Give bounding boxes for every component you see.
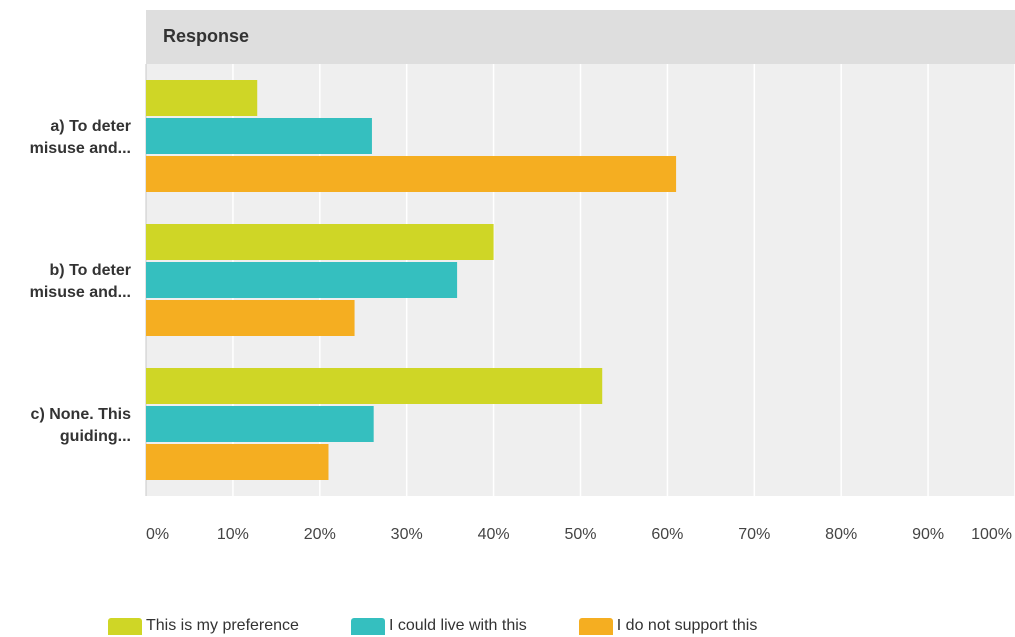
title-band [146, 10, 1015, 64]
category-label: c) None. This [31, 406, 132, 423]
bar [146, 368, 603, 404]
bar [146, 80, 258, 116]
legend-item-preference: This is my preference [108, 617, 299, 635]
bar-chart-svg: Response a) To deter misuse and... b) To de… [30, 10, 1015, 543]
category-label: b) To deter [50, 262, 131, 279]
x-tick-label: 50% [564, 526, 596, 543]
x-tick-label: 30% [391, 526, 423, 543]
x-tick-label: 20% [304, 526, 336, 543]
bar [146, 262, 458, 298]
bar [146, 406, 374, 442]
legend-item-live-with: I could live with this [350, 617, 527, 635]
bar [146, 224, 494, 260]
legend-label-live-with: I could live with this [388, 617, 527, 634]
legend-label-not-support: I do not support this [616, 617, 758, 634]
legend-label-preference: This is my preference [146, 617, 299, 634]
legend-swatch-preference [108, 617, 142, 635]
bar [146, 156, 677, 192]
category-label: misuse and... [30, 284, 131, 301]
x-tick-label: 0% [146, 526, 169, 543]
chart-title: Response [163, 26, 249, 46]
x-tick-label: 40% [478, 526, 510, 543]
legend-swatch-live-with [350, 617, 385, 635]
category-label: guiding... [60, 428, 131, 445]
x-tick-label: 90% [912, 526, 944, 543]
bar [146, 444, 329, 480]
legend: This is my preference I could live with … [108, 615, 809, 637]
bar [146, 118, 372, 154]
x-tick-label: 10% [217, 526, 249, 543]
legend-swatch-not-support [578, 617, 613, 635]
category-label: misuse and... [30, 140, 131, 157]
x-tick-label: 80% [825, 526, 857, 543]
x-tick-label: 60% [651, 526, 683, 543]
x-tick-label: 100% [971, 526, 1012, 543]
x-tick-label: 70% [738, 526, 770, 543]
category-label: a) To deter [50, 118, 131, 135]
bar [146, 300, 355, 336]
legend-item-not-support: I do not support this [578, 617, 758, 635]
